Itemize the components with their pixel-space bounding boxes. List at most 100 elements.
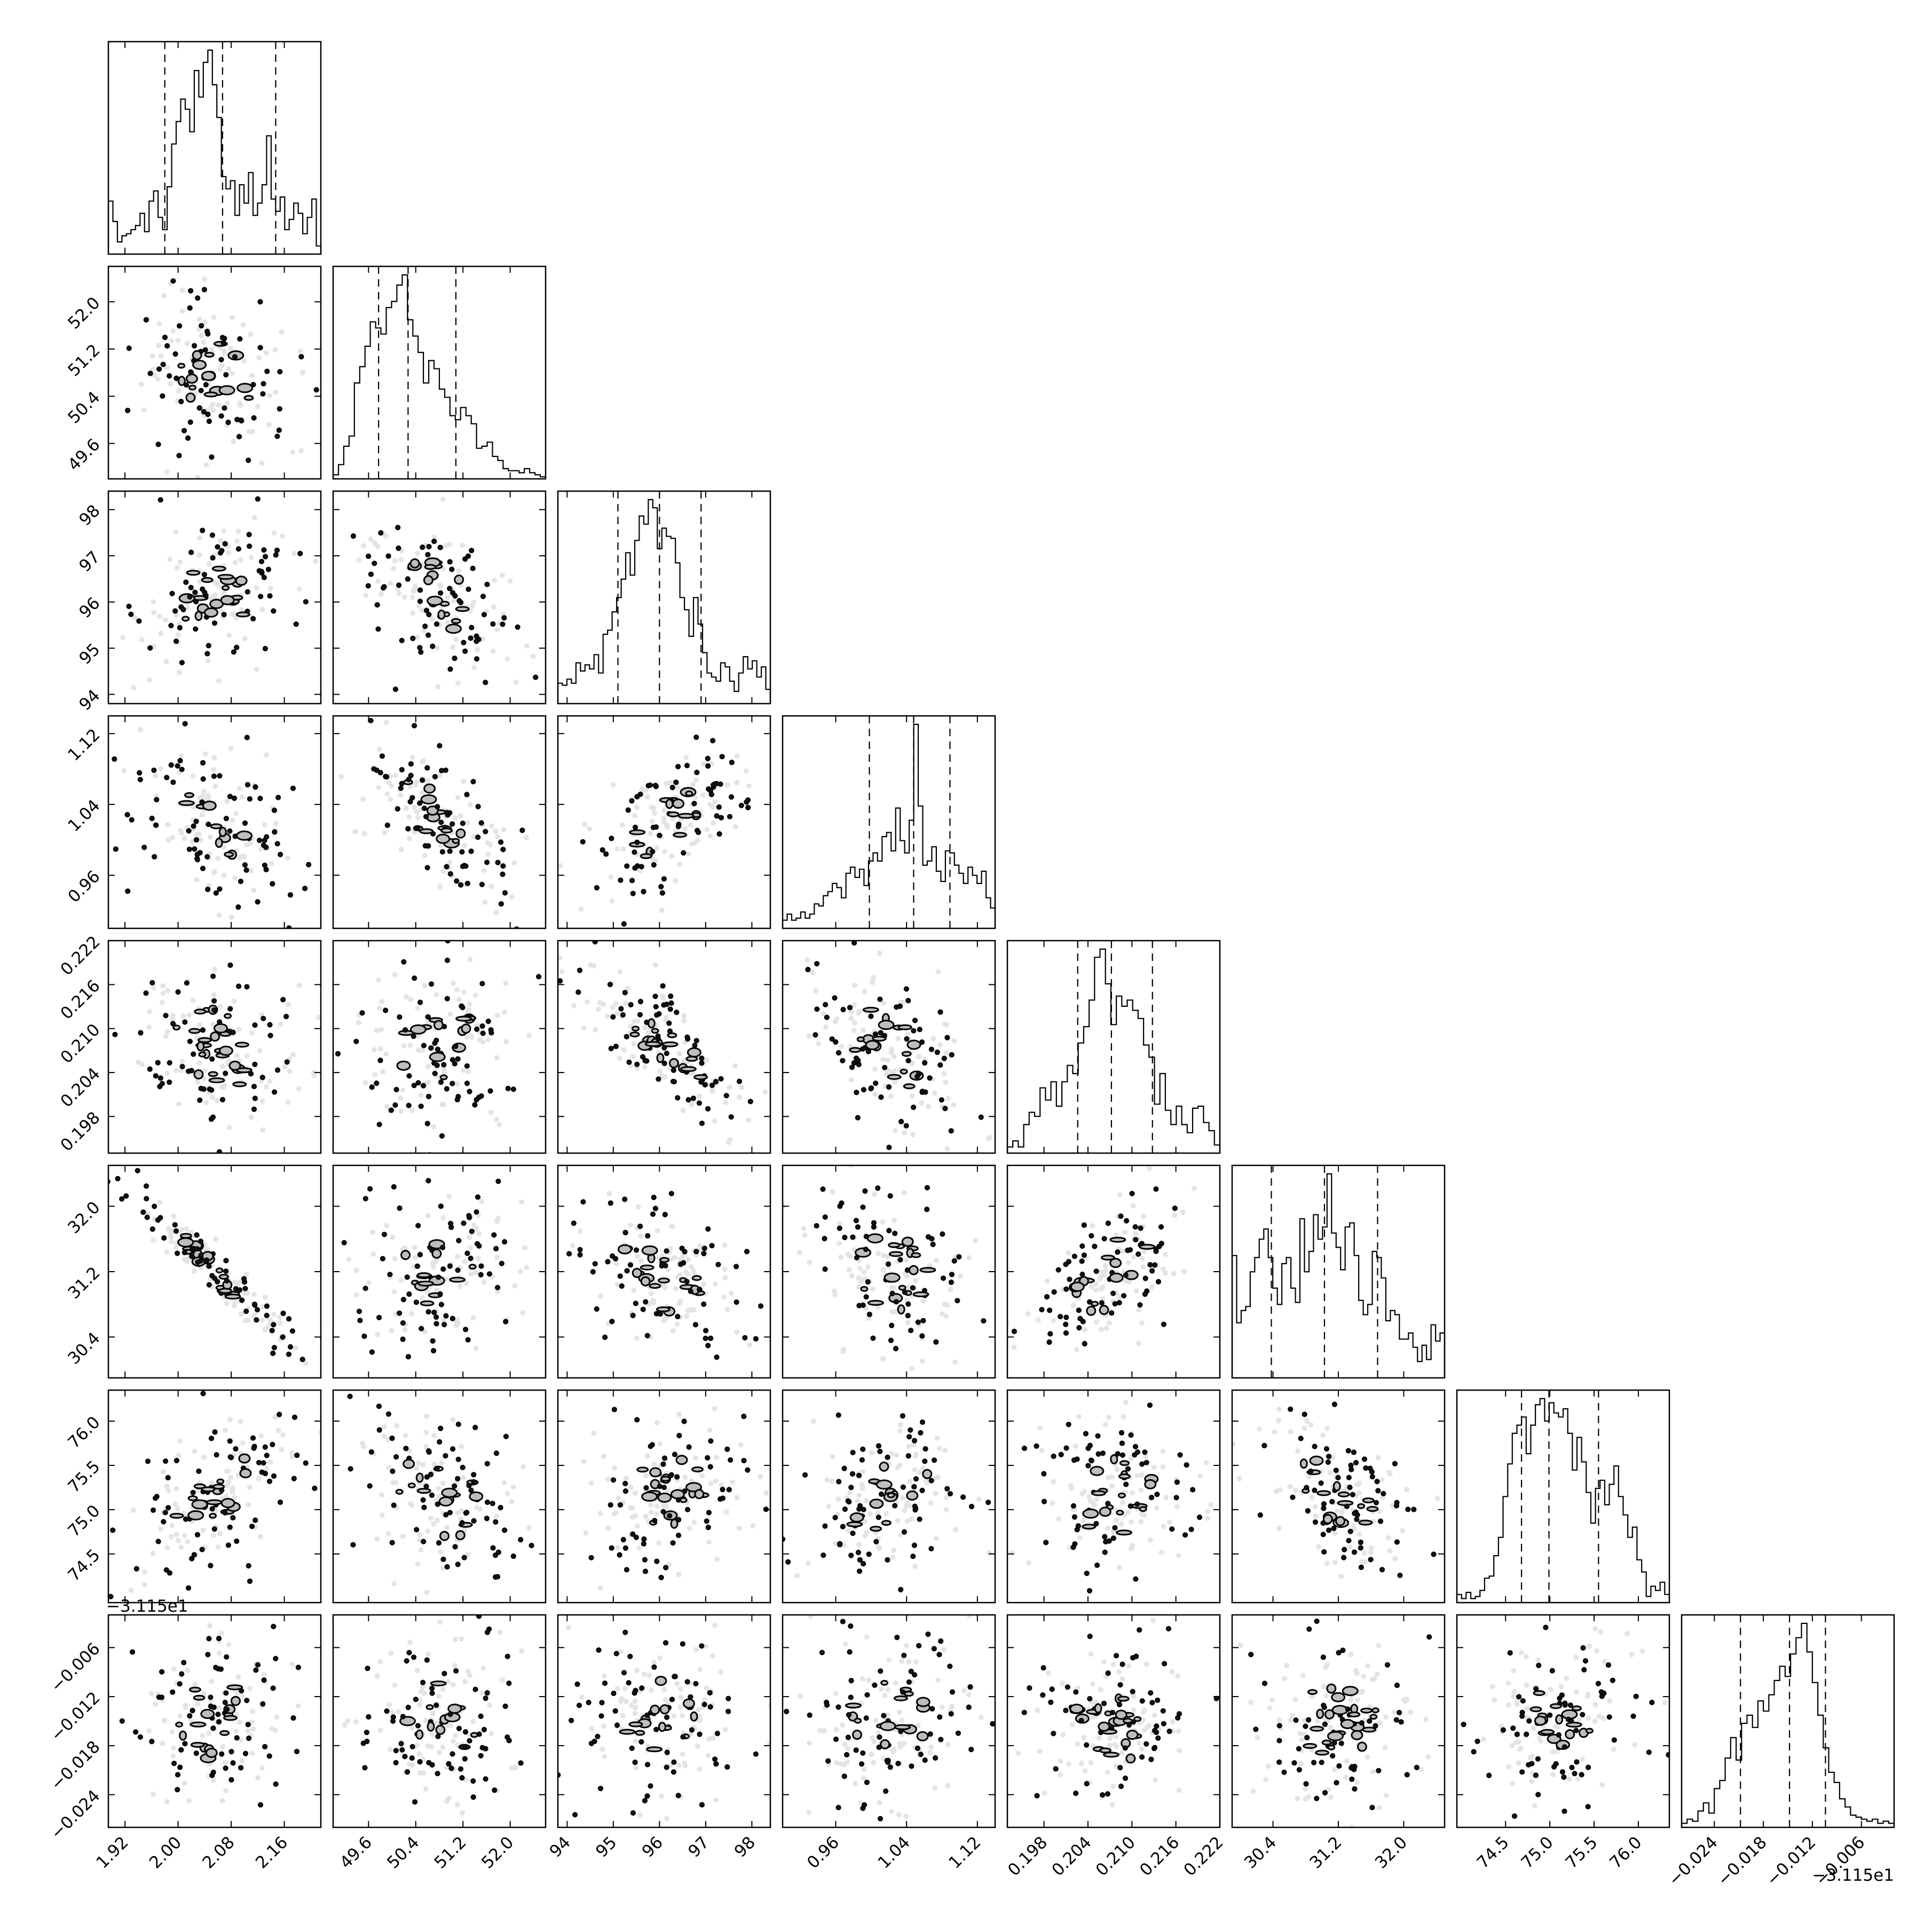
faint-sample <box>945 1095 951 1101</box>
contour-blob <box>187 1495 198 1501</box>
contour-dot <box>519 827 525 833</box>
faint-sample <box>953 1527 958 1533</box>
contour-dot <box>1067 1276 1073 1282</box>
faint-sample <box>891 1054 897 1060</box>
contour-dot <box>235 546 241 552</box>
faint-sample <box>173 612 179 618</box>
contour-dot <box>690 1095 697 1101</box>
faint-sample <box>175 337 181 343</box>
faint-sample <box>794 1573 800 1579</box>
faint-sample <box>494 1218 500 1224</box>
faint-sample <box>175 1537 181 1543</box>
contour-blob <box>423 783 436 794</box>
faint-sample <box>375 977 381 983</box>
faint-sample <box>151 1237 156 1243</box>
contour-dot <box>848 1485 854 1491</box>
faint-sample <box>890 1554 896 1560</box>
contour-dot <box>271 1345 278 1351</box>
contour-dot <box>246 1563 251 1569</box>
faint-sample <box>471 834 477 840</box>
faint-sample <box>1128 1519 1134 1525</box>
faint-sample <box>807 1259 813 1265</box>
faint-sample <box>422 853 428 858</box>
contour-dot <box>856 1506 862 1512</box>
contour-dot <box>648 1444 653 1449</box>
contour-dot <box>418 649 424 655</box>
contour-dot <box>484 1461 490 1466</box>
faint-sample <box>101 1161 107 1166</box>
contour-blob <box>461 1023 471 1034</box>
faint-sample <box>192 1448 198 1454</box>
contour-dot <box>170 278 176 284</box>
faint-sample <box>291 550 297 556</box>
faint-sample <box>495 834 501 840</box>
contour-dot <box>715 1261 721 1267</box>
faint-sample <box>289 1450 295 1456</box>
faint-sample <box>450 644 456 650</box>
faint-sample <box>414 779 420 785</box>
contour-dot <box>406 921 411 926</box>
faint-sample <box>1044 1278 1050 1284</box>
contour-dot <box>657 832 663 839</box>
faint-sample <box>401 1245 407 1251</box>
contour-blob <box>452 838 460 844</box>
contour-dot <box>846 1499 852 1505</box>
contour-dot <box>424 765 430 771</box>
faint-sample <box>396 590 402 596</box>
contour-blob <box>218 1045 233 1056</box>
contour-dot <box>493 1245 499 1252</box>
faint-sample <box>1011 1344 1017 1350</box>
samples-5-0 <box>101 1161 309 1366</box>
faint-sample <box>692 1455 698 1461</box>
contour-dot <box>222 1510 228 1516</box>
contour-dot <box>857 1557 863 1563</box>
contour-dot <box>297 550 303 557</box>
faint-sample <box>682 1474 688 1480</box>
faint-sample <box>272 347 278 352</box>
faint-sample <box>1171 1271 1177 1276</box>
faint-sample <box>892 1079 898 1085</box>
contour-dot <box>398 785 404 791</box>
contour-dot <box>877 1448 883 1454</box>
faint-sample <box>99 660 105 666</box>
faint-sample <box>654 1503 660 1509</box>
faint-sample <box>909 1516 915 1522</box>
faint-sample <box>415 550 421 556</box>
contour-dot <box>619 1283 625 1289</box>
contour-dot <box>930 1241 936 1248</box>
contour-dot <box>262 862 267 868</box>
contour-dot <box>452 655 458 661</box>
contour-dot <box>375 626 381 632</box>
faint-sample <box>835 1496 841 1502</box>
faint-sample <box>845 1528 851 1534</box>
contour-dot <box>217 886 223 892</box>
faint-sample <box>1134 1473 1140 1479</box>
faint-sample <box>758 1474 763 1480</box>
contour-dot <box>239 1297 245 1303</box>
faint-sample <box>971 1284 976 1290</box>
histogram-3 <box>782 723 996 928</box>
contour-dot <box>418 1103 424 1109</box>
contour-dot <box>632 865 638 871</box>
faint-sample <box>378 591 384 597</box>
faint-sample <box>642 1064 648 1070</box>
contour-blob <box>849 1047 862 1053</box>
faint-sample <box>203 1100 209 1106</box>
contour-dot <box>476 1243 482 1249</box>
contour-dot <box>175 989 181 995</box>
faint-sample <box>685 1257 691 1263</box>
faint-sample <box>823 1024 829 1030</box>
faint-sample <box>1139 1320 1145 1326</box>
faint-sample <box>1160 1266 1166 1272</box>
faint-sample <box>224 799 230 805</box>
faint-sample <box>217 1531 223 1536</box>
contour-dot <box>137 770 143 776</box>
faint-sample <box>833 1541 839 1547</box>
faint-sample <box>216 402 222 408</box>
faint-sample <box>653 1511 659 1517</box>
contour-dot <box>187 1038 193 1044</box>
contour-dot <box>699 1055 705 1061</box>
samples-5-3 <box>783 1165 995 1371</box>
contour-dot <box>272 829 278 835</box>
contour-dot <box>191 823 196 829</box>
